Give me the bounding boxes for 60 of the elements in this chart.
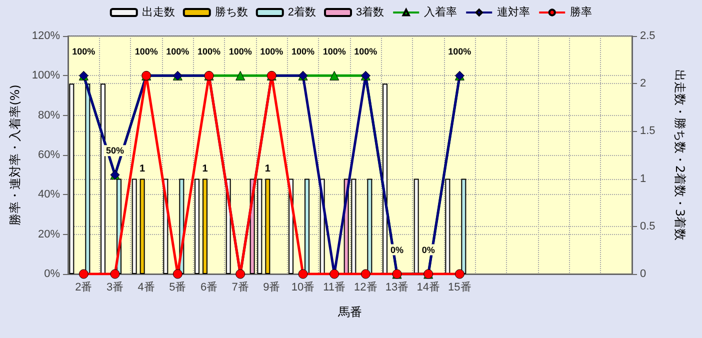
y-tick-label: 60% bbox=[38, 149, 60, 161]
data-label: 100% bbox=[448, 46, 472, 56]
data-label: 1 bbox=[264, 163, 271, 174]
legend-label: 3着数 bbox=[356, 6, 384, 18]
x-tick-label: 10番 bbox=[291, 280, 315, 294]
y-tick-label: 120% bbox=[32, 30, 60, 42]
data-label: 100% bbox=[197, 46, 221, 56]
x-tick-label: 7番 bbox=[232, 280, 249, 294]
data-label: 100% bbox=[134, 46, 158, 56]
y-tick-label: 100% bbox=[32, 70, 60, 82]
y-tick-label: 0% bbox=[44, 268, 60, 280]
y2-tick-label: 2.5 bbox=[640, 30, 656, 42]
x-tick-label: 14番 bbox=[416, 280, 440, 294]
data-label: 0% bbox=[422, 244, 435, 255]
x-tick-label: 6番 bbox=[200, 280, 218, 294]
data-label: 100% bbox=[166, 46, 190, 56]
x-tick-label: 9番 bbox=[263, 280, 280, 294]
x-tick-label: 13番 bbox=[385, 280, 409, 294]
y-tick-label: 40% bbox=[38, 188, 60, 201]
y2-tick-label: 1.5 bbox=[640, 125, 656, 138]
data-label: 100% bbox=[354, 46, 378, 56]
legend-label: 連対率 bbox=[497, 6, 530, 18]
x-tick-label: 3番 bbox=[106, 280, 124, 294]
legend-label: 入着率 bbox=[424, 6, 458, 18]
point bbox=[110, 269, 120, 279]
data-label: 50% bbox=[106, 146, 124, 156]
legend-label: 勝ち数 bbox=[214, 6, 248, 18]
x-axis-title: 馬番 bbox=[337, 305, 362, 319]
data-label: 100% bbox=[260, 46, 284, 56]
data-label: 0% bbox=[390, 244, 404, 255]
point bbox=[236, 70, 246, 80]
y2-tick-label: 1 bbox=[640, 172, 646, 185]
point bbox=[330, 70, 340, 80]
data-label: 100% bbox=[322, 46, 346, 56]
data-label: 1 bbox=[202, 163, 208, 174]
legend-label: 2着数 bbox=[288, 6, 316, 18]
y2-tick-label: 0 bbox=[640, 268, 646, 280]
y-tick-label: 80% bbox=[38, 109, 60, 122]
point bbox=[298, 269, 308, 279]
legend-label: 出走数 bbox=[142, 6, 175, 18]
legend-label: 勝率 bbox=[570, 6, 592, 18]
point bbox=[454, 269, 464, 279]
data-label: 1 bbox=[140, 163, 146, 174]
point bbox=[360, 269, 370, 279]
y-axis-title: 勝率・連対率・入着率(%) bbox=[8, 84, 22, 226]
y-tick-label: 20% bbox=[38, 228, 60, 240]
x-tick-label: 5番 bbox=[169, 280, 186, 294]
point bbox=[78, 269, 88, 279]
data-label: 100% bbox=[291, 46, 315, 56]
x-tick-label: 15番 bbox=[448, 280, 472, 294]
point bbox=[172, 269, 182, 279]
y2-axis-title: 出走数・勝ち数・2着数・3着数 bbox=[673, 69, 687, 241]
y2-tick-label: 2 bbox=[640, 78, 646, 90]
y2-tick-label: 0.5 bbox=[640, 220, 656, 232]
data-label: 100% bbox=[228, 46, 252, 56]
data-label: 100% bbox=[72, 46, 96, 56]
x-tick-label: 4番 bbox=[138, 280, 155, 294]
x-tick-label: 11番 bbox=[323, 280, 346, 294]
x-tick-label: 12番 bbox=[354, 280, 378, 294]
x-tick-label: 2番 bbox=[75, 280, 92, 294]
